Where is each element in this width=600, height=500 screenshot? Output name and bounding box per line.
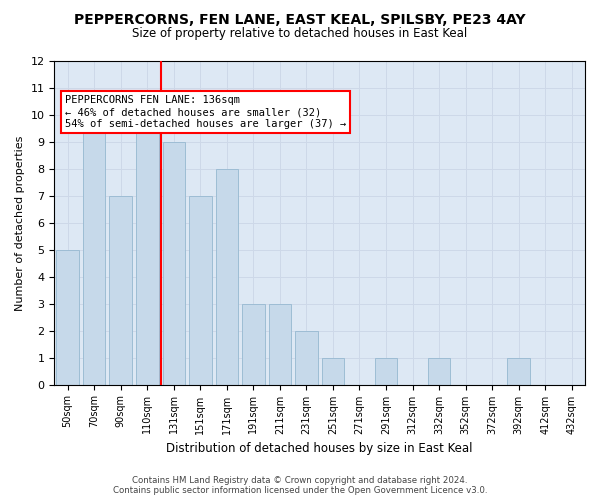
Bar	[83, 116, 106, 384]
Bar	[375, 358, 397, 384]
Bar	[295, 330, 318, 384]
Bar	[136, 116, 158, 384]
Bar	[269, 304, 291, 384]
Bar	[322, 358, 344, 384]
Text: PEPPERCORNS, FEN LANE, EAST KEAL, SPILSBY, PE23 4AY: PEPPERCORNS, FEN LANE, EAST KEAL, SPILSB…	[74, 12, 526, 26]
Bar	[189, 196, 212, 384]
X-axis label: Distribution of detached houses by size in East Keal: Distribution of detached houses by size …	[166, 442, 473, 455]
Bar	[109, 196, 132, 384]
Bar	[242, 304, 265, 384]
Bar	[428, 358, 451, 384]
Bar	[508, 358, 530, 384]
Text: Contains HM Land Registry data © Crown copyright and database right 2024.
Contai: Contains HM Land Registry data © Crown c…	[113, 476, 487, 495]
Bar	[163, 142, 185, 384]
Y-axis label: Number of detached properties: Number of detached properties	[15, 136, 25, 310]
Text: PEPPERCORNS FEN LANE: 136sqm
← 46% of detached houses are smaller (32)
54% of se: PEPPERCORNS FEN LANE: 136sqm ← 46% of de…	[65, 96, 346, 128]
Bar	[56, 250, 79, 384]
Bar	[215, 169, 238, 384]
Text: Size of property relative to detached houses in East Keal: Size of property relative to detached ho…	[133, 28, 467, 40]
